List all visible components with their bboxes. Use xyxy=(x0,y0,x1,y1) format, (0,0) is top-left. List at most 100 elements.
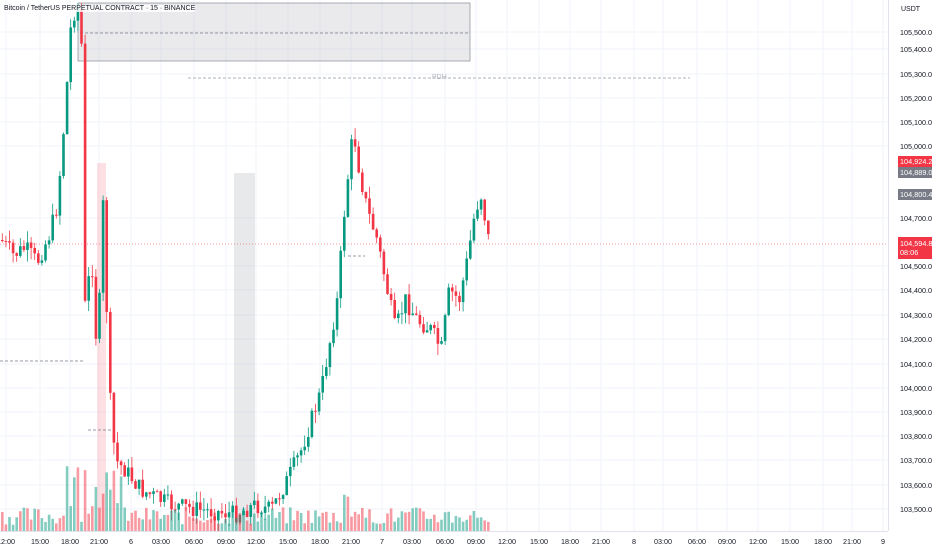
time-tick-label: 18:00 xyxy=(814,537,832,546)
volume-bar xyxy=(274,517,278,531)
volume-bar xyxy=(152,510,155,531)
volume-bar xyxy=(397,517,400,531)
volume-bar xyxy=(289,507,292,531)
candle-body xyxy=(245,510,249,517)
time-tick-label: 15:00 xyxy=(781,537,799,546)
volume-bar xyxy=(393,521,396,531)
volume-bar xyxy=(188,516,191,531)
candle-body xyxy=(148,492,152,495)
candle-body xyxy=(29,242,33,248)
candle-body xyxy=(429,324,432,331)
candle-body xyxy=(105,200,108,312)
candle-body xyxy=(393,300,396,319)
candle-body xyxy=(296,455,299,458)
candle-body xyxy=(83,43,87,301)
candle-body xyxy=(116,442,119,462)
volume-bar xyxy=(8,517,11,531)
volume-bar xyxy=(260,512,263,531)
volume-bar xyxy=(238,513,242,531)
volume-bar xyxy=(472,510,476,531)
candle-body xyxy=(407,294,411,316)
volume-bar xyxy=(386,513,389,531)
volume-bar xyxy=(325,511,328,531)
time-tick-label: 12:00 xyxy=(749,537,767,546)
price-tick-label: 103,900.0 xyxy=(900,408,932,417)
red-highlight xyxy=(97,163,106,531)
chart-title: Bitcoin / TetherUS PERPETUAL CONTRACT · … xyxy=(4,5,196,12)
candle-body xyxy=(231,505,234,513)
candle-body xyxy=(321,375,324,393)
price-scale[interactable]: USDT 105,500.0 105,400.0 105,300.0 105,200.… xyxy=(888,0,932,531)
candle-body xyxy=(119,461,123,466)
time-tick-label: 06:00 xyxy=(688,537,706,546)
candle-body xyxy=(65,82,69,135)
candle-body xyxy=(55,214,58,216)
candle-body xyxy=(465,258,468,281)
time-tick-label: 18:00 xyxy=(561,537,579,546)
candle-body xyxy=(19,246,22,256)
volume-bar xyxy=(317,516,321,531)
volume-bar xyxy=(256,521,260,531)
volume-bar xyxy=(371,522,375,531)
volume-bar xyxy=(263,518,267,531)
volume-bar xyxy=(281,507,285,531)
volume-bar xyxy=(47,514,51,531)
volume-bar xyxy=(159,518,162,531)
candle-body xyxy=(285,476,288,496)
volume-bar xyxy=(91,506,94,531)
candle-body xyxy=(15,253,18,256)
candle-body xyxy=(256,500,260,514)
volume-bar xyxy=(307,510,310,531)
candle-body xyxy=(235,505,238,523)
candle-body xyxy=(152,491,155,495)
candle-body xyxy=(263,506,267,513)
volume-bar xyxy=(166,514,170,531)
volume-bar xyxy=(173,509,177,531)
candle-body xyxy=(335,298,339,330)
volume-bar xyxy=(411,508,414,531)
volume-bar xyxy=(116,503,119,531)
time-tick-label: 09:00 xyxy=(217,537,235,546)
candle-body xyxy=(224,513,227,518)
supply-zone xyxy=(77,2,471,62)
volume-bar xyxy=(418,508,422,531)
volume-bar xyxy=(112,470,116,531)
volume-bar xyxy=(26,508,29,531)
volume-bar xyxy=(44,521,47,531)
volume-bar xyxy=(101,493,105,531)
candle-body xyxy=(314,410,317,412)
price-chart[interactable] xyxy=(0,0,888,531)
candle-body xyxy=(440,341,443,344)
volume-bar xyxy=(400,511,404,531)
time-scale[interactable]: 12:00 15:00 18:00 21:00 6 03:00 06:00 09:00 12:0… xyxy=(0,531,888,551)
chart-area[interactable]: Bitcoin / TetherUS PERPETUAL CONTRACT · … xyxy=(0,0,888,531)
volume-bar xyxy=(40,518,44,531)
volume-bar xyxy=(425,518,429,531)
price-tick-label: 105,300.0 xyxy=(900,70,932,79)
candle-body xyxy=(173,509,177,511)
volume-bar xyxy=(407,511,411,531)
volume-bar xyxy=(364,517,368,531)
volume-bar xyxy=(361,507,364,531)
volume-bar xyxy=(487,521,490,531)
candle-body xyxy=(58,175,62,216)
volume-bar xyxy=(134,510,137,531)
volume-bar xyxy=(148,519,152,531)
volume-bar xyxy=(310,522,314,531)
price-tick-label: 105,400.0 xyxy=(900,45,932,54)
candle-body xyxy=(400,313,404,315)
candle-body xyxy=(364,191,368,199)
volume-bar xyxy=(479,517,483,531)
volume-bar xyxy=(217,523,220,531)
volume-bar xyxy=(19,511,22,531)
candle-body xyxy=(188,503,191,507)
candle-body xyxy=(73,20,76,28)
candle-body xyxy=(1,240,4,242)
candle-body xyxy=(87,276,90,301)
volume-bar xyxy=(177,512,180,531)
candle-body xyxy=(109,311,112,393)
price-tick-label: 104,400.0 xyxy=(900,286,932,295)
volume-bar xyxy=(292,520,296,531)
candle-body xyxy=(166,494,170,496)
candle-body xyxy=(37,253,40,263)
